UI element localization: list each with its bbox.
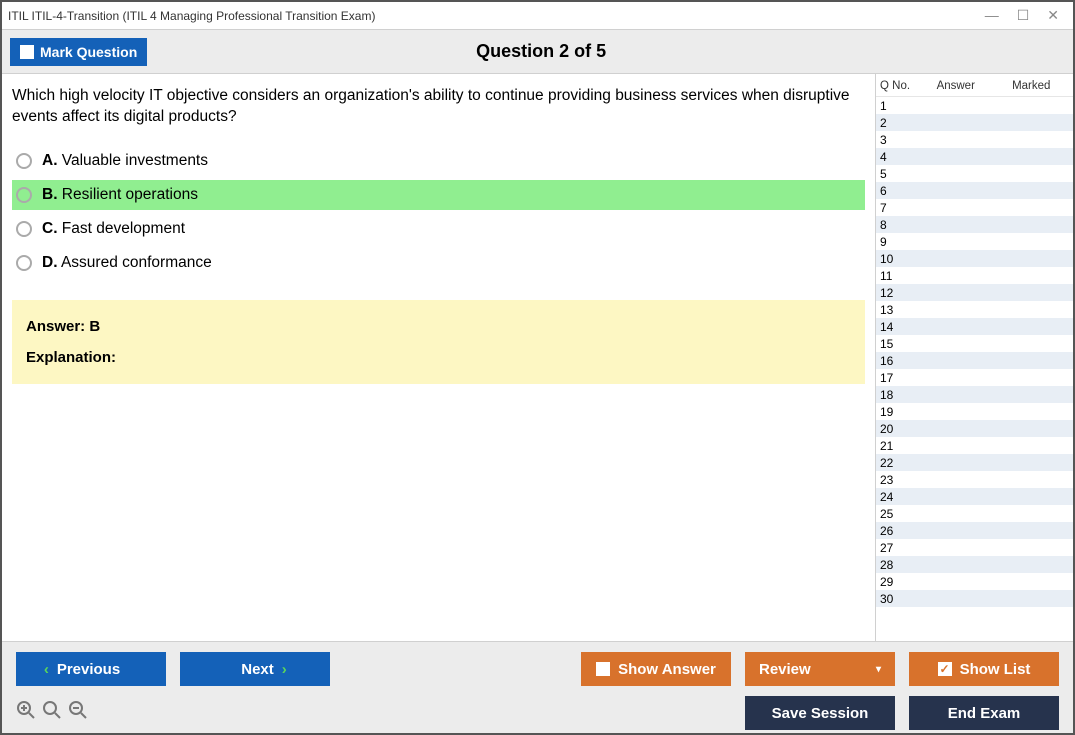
question-row[interactable]: 11 bbox=[876, 267, 1073, 284]
option-label: A. Valuable investments bbox=[42, 152, 208, 170]
titlebar: ITIL ITIL-4-Transition (ITIL 4 Managing … bbox=[2, 2, 1073, 30]
question-row[interactable]: 12 bbox=[876, 284, 1073, 301]
answer-box: Answer: B Explanation: bbox=[12, 300, 865, 384]
question-row[interactable]: 13 bbox=[876, 301, 1073, 318]
question-row[interactable]: 8 bbox=[876, 216, 1073, 233]
question-row[interactable]: 21 bbox=[876, 437, 1073, 454]
question-row[interactable]: 22 bbox=[876, 454, 1073, 471]
question-row[interactable]: 3 bbox=[876, 131, 1073, 148]
answer-label: Answer: B bbox=[26, 318, 851, 335]
toolbar: Mark Question Question 2 of 5 bbox=[2, 30, 1073, 74]
radio-icon bbox=[16, 187, 32, 203]
question-row[interactable]: 28 bbox=[876, 556, 1073, 573]
question-row[interactable]: 24 bbox=[876, 488, 1073, 505]
zoom-out-icon[interactable] bbox=[68, 700, 88, 726]
review-button[interactable]: Review ▾ bbox=[745, 652, 895, 686]
question-row[interactable]: 1 bbox=[876, 97, 1073, 114]
show-list-label: Show List bbox=[960, 661, 1031, 678]
chevron-left-icon: ‹ bbox=[44, 661, 49, 678]
question-row[interactable]: 26 bbox=[876, 522, 1073, 539]
window-controls: — ☐ ✕ bbox=[985, 7, 1067, 24]
checkbox-icon bbox=[596, 662, 610, 676]
question-row[interactable]: 2 bbox=[876, 114, 1073, 131]
question-row[interactable]: 14 bbox=[876, 318, 1073, 335]
question-row[interactable]: 9 bbox=[876, 233, 1073, 250]
maximize-icon[interactable]: ☐ bbox=[1017, 7, 1030, 24]
window-title: ITIL ITIL-4-Transition (ITIL 4 Managing … bbox=[8, 9, 375, 23]
chevron-right-icon: › bbox=[282, 661, 287, 678]
review-label: Review bbox=[759, 661, 811, 678]
header-answer: Answer bbox=[918, 80, 994, 92]
checkbox-checked-icon: ✓ bbox=[938, 662, 952, 676]
question-row[interactable]: 5 bbox=[876, 165, 1073, 182]
previous-button[interactable]: ‹ Previous bbox=[16, 652, 166, 686]
question-row[interactable]: 29 bbox=[876, 573, 1073, 590]
question-row[interactable]: 10 bbox=[876, 250, 1073, 267]
question-list[interactable]: 1234567891011121314151617181920212223242… bbox=[876, 97, 1073, 641]
question-number-header: Question 2 of 5 bbox=[147, 41, 935, 62]
question-row[interactable]: 7 bbox=[876, 199, 1073, 216]
question-row[interactable]: 16 bbox=[876, 352, 1073, 369]
question-row[interactable]: 27 bbox=[876, 539, 1073, 556]
option-label: C. Fast development bbox=[42, 220, 185, 238]
question-row[interactable]: 23 bbox=[876, 471, 1073, 488]
radio-icon bbox=[16, 153, 32, 169]
option-a[interactable]: A. Valuable investments bbox=[12, 146, 865, 176]
option-label: D. Assured conformance bbox=[42, 254, 212, 272]
end-exam-label: End Exam bbox=[948, 705, 1021, 722]
checkbox-icon bbox=[20, 45, 34, 59]
previous-label: Previous bbox=[57, 661, 120, 678]
question-row[interactable]: 30 bbox=[876, 590, 1073, 607]
question-text: Which high velocity IT objective conside… bbox=[12, 86, 865, 128]
next-button[interactable]: Next › bbox=[180, 652, 330, 686]
option-label: B. Resilient operations bbox=[42, 186, 198, 204]
chevron-down-icon: ▾ bbox=[876, 664, 881, 675]
options-list: A. Valuable investments B. Resilient oper… bbox=[12, 146, 865, 278]
option-d[interactable]: D. Assured conformance bbox=[12, 248, 865, 278]
question-row[interactable]: 25 bbox=[876, 505, 1073, 522]
question-row[interactable]: 20 bbox=[876, 420, 1073, 437]
save-session-label: Save Session bbox=[772, 705, 869, 722]
show-list-button[interactable]: ✓ Show List bbox=[909, 652, 1059, 686]
zoom-in-icon[interactable] bbox=[16, 700, 36, 726]
option-b[interactable]: B. Resilient operations bbox=[12, 180, 865, 210]
question-list-pane: Q No. Answer Marked 12345678910111213141… bbox=[875, 74, 1073, 641]
save-session-button[interactable]: Save Session bbox=[745, 696, 895, 730]
show-answer-label: Show Answer bbox=[618, 661, 716, 678]
header-qno: Q No. bbox=[880, 80, 918, 92]
bottom-bar: ‹ Previous Next › Show Answer Review ▾ ✓… bbox=[2, 641, 1073, 733]
radio-icon bbox=[16, 255, 32, 271]
zoom-reset-icon[interactable] bbox=[42, 700, 62, 726]
mark-question-label: Mark Question bbox=[40, 44, 137, 60]
question-list-header: Q No. Answer Marked bbox=[876, 74, 1073, 97]
show-answer-button[interactable]: Show Answer bbox=[581, 652, 731, 686]
question-row[interactable]: 17 bbox=[876, 369, 1073, 386]
question-row[interactable]: 19 bbox=[876, 403, 1073, 420]
mark-question-button[interactable]: Mark Question bbox=[10, 38, 147, 66]
question-pane: Which high velocity IT objective conside… bbox=[2, 74, 875, 641]
question-row[interactable]: 18 bbox=[876, 386, 1073, 403]
question-row[interactable]: 4 bbox=[876, 148, 1073, 165]
explanation-label: Explanation: bbox=[26, 349, 851, 366]
zoom-controls bbox=[16, 700, 88, 726]
minimize-icon[interactable]: — bbox=[985, 7, 999, 24]
end-exam-button[interactable]: End Exam bbox=[909, 696, 1059, 730]
option-c[interactable]: C. Fast development bbox=[12, 214, 865, 244]
question-row[interactable]: 6 bbox=[876, 182, 1073, 199]
header-marked: Marked bbox=[994, 80, 1070, 92]
close-icon[interactable]: ✕ bbox=[1047, 7, 1059, 24]
question-row[interactable]: 15 bbox=[876, 335, 1073, 352]
radio-icon bbox=[16, 221, 32, 237]
next-label: Next bbox=[241, 661, 274, 678]
main-area: Which high velocity IT objective conside… bbox=[2, 74, 1073, 641]
